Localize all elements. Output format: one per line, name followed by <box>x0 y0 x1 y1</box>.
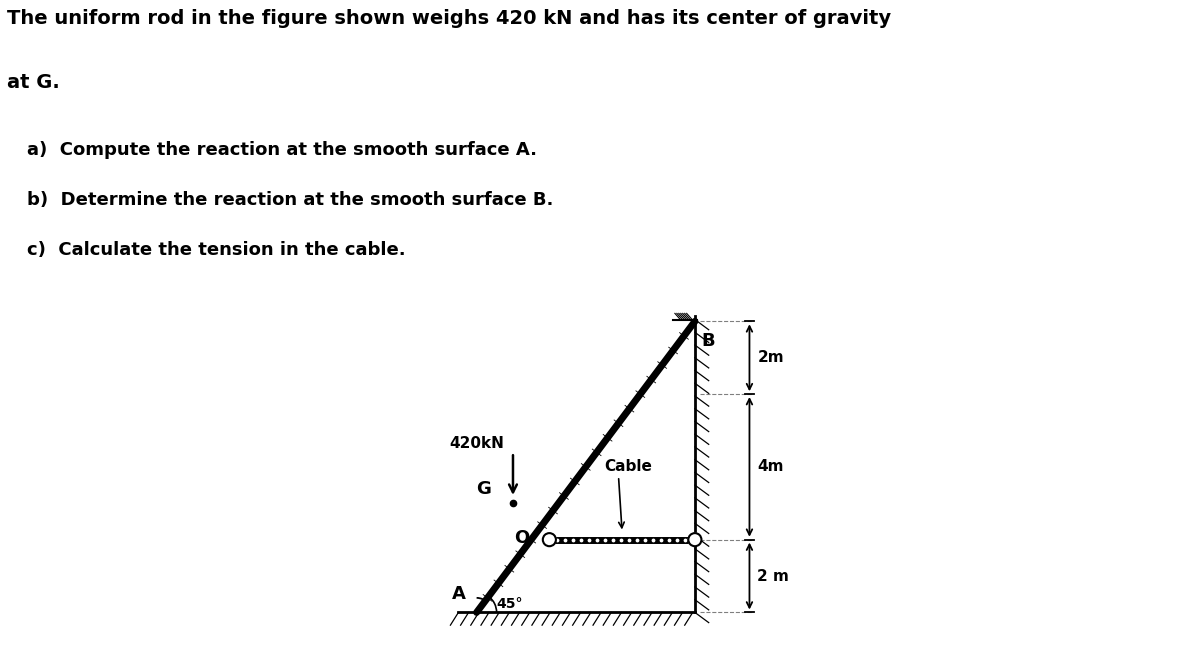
Text: 45°: 45° <box>497 596 523 610</box>
Text: 2 m: 2 m <box>757 568 789 584</box>
Text: O: O <box>514 529 530 547</box>
Text: The uniform rod in the figure shown weighs 420 kN and has its center of gravity: The uniform rod in the figure shown weig… <box>7 9 891 28</box>
Text: 420kN: 420kN <box>449 436 504 450</box>
Circle shape <box>543 533 556 546</box>
Text: b)  Determine the reaction at the smooth surface B.: b) Determine the reaction at the smooth … <box>26 191 553 209</box>
Text: B: B <box>702 332 715 350</box>
Text: c)  Calculate the tension in the cable.: c) Calculate the tension in the cable. <box>26 241 405 259</box>
Text: at G.: at G. <box>7 73 59 92</box>
Text: 4m: 4m <box>757 460 784 474</box>
Text: A: A <box>451 586 466 604</box>
Circle shape <box>688 533 702 546</box>
Text: 2m: 2m <box>757 350 784 366</box>
Text: G: G <box>476 480 491 498</box>
Text: Cable: Cable <box>604 459 652 474</box>
Text: a)  Compute the reaction at the smooth surface A.: a) Compute the reaction at the smooth su… <box>26 141 537 159</box>
